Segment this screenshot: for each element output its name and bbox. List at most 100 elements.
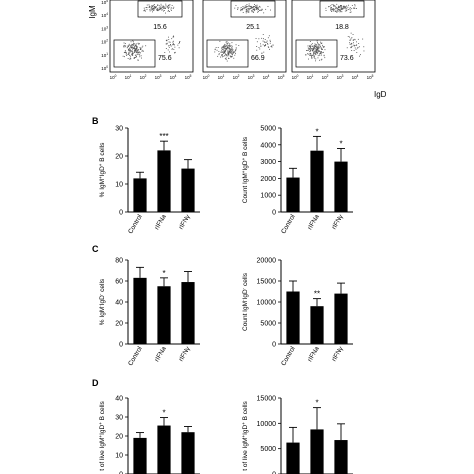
- flow-event-dot: [225, 54, 227, 56]
- flow-event-dot: [315, 48, 317, 50]
- y-axis-label-part: cells: [242, 272, 249, 288]
- flow-event-dot: [130, 41, 132, 43]
- flow-event-dot: [165, 40, 167, 41]
- flow-event-dot: [136, 56, 137, 57]
- flow-event-dot: [308, 58, 309, 60]
- y-tick-label: 5000: [260, 446, 276, 453]
- flow-event-dot: [340, 5, 342, 7]
- flow-event-dot: [250, 6, 251, 8]
- flow-event-dot: [344, 7, 346, 9]
- flow-event-dot: [135, 44, 136, 46]
- flow-event-dot: [150, 8, 152, 10]
- flow-event-dot: [148, 6, 150, 8]
- flow-event-dot: [128, 46, 129, 47]
- x-category-label: rIFNa: [307, 213, 321, 231]
- flow-event-dot: [129, 54, 130, 56]
- flow-x-tick-exponent: 2: [327, 74, 329, 78]
- flow-event-dot: [332, 9, 334, 10]
- flow-event-dot: [335, 10, 336, 12]
- flow-event-dot: [128, 43, 130, 45]
- flow-event-dot: [318, 53, 320, 55]
- flow-event-dot: [309, 52, 311, 54]
- flow-event-dot: [123, 46, 125, 48]
- flow-event-dot: [225, 55, 227, 57]
- y-axis-label-superscript: +: [98, 176, 103, 179]
- flow-x-tick-exponent: 3: [253, 74, 255, 78]
- flow-event-dot: [160, 5, 162, 7]
- flow-event-dot: [224, 58, 226, 59]
- flow-x-tick-exponent: 3: [160, 74, 162, 78]
- flow-event-dot: [343, 7, 345, 9]
- flow-event-dot: [352, 34, 354, 35]
- flow-event-dot: [312, 49, 314, 51]
- flow-event-dot: [129, 47, 131, 49]
- flow-event-dot: [228, 53, 230, 54]
- flow-event-dot: [333, 9, 335, 11]
- bar: [157, 286, 171, 344]
- y-axis-label-part: B cells: [99, 400, 106, 422]
- flow-event-dot: [354, 5, 356, 7]
- flow-event-dot: [172, 36, 174, 38]
- flow-y-tick-label: 103: [101, 25, 108, 31]
- flow-event-dot: [311, 46, 313, 48]
- flow-event-dot: [323, 55, 325, 57]
- y-axis-label-part: IgD: [99, 295, 106, 305]
- y-axis-label-part: B cells: [242, 136, 249, 158]
- flow-event-dot: [234, 54, 236, 56]
- flow-event-dot: [345, 6, 346, 8]
- flow-gate-upper: [319, 0, 365, 18]
- flow-event-dot: [340, 7, 342, 9]
- flow-event-dot: [161, 9, 163, 11]
- flow-event-dot: [363, 46, 365, 48]
- flow-event-dot: [132, 46, 134, 48]
- flow-event-dot: [133, 57, 135, 59]
- flow-x-tick-exponent: 4: [268, 74, 270, 78]
- flow-event-dot: [163, 6, 165, 8]
- flow-event-dot: [227, 50, 229, 52]
- flow-event-dot: [172, 48, 174, 50]
- flow-event-dot: [316, 47, 317, 49]
- flow-event-dot: [356, 41, 357, 43]
- flow-x-tick-exponent: 1: [223, 74, 225, 78]
- flow-event-dot: [231, 53, 233, 55]
- flow-event-dot: [156, 10, 158, 11]
- y-tick-label: 20: [115, 434, 123, 441]
- flow-x-tick-exponent: 1: [312, 74, 314, 78]
- flow-event-dot: [234, 50, 236, 51]
- flow-x-tick-exponent: 0: [297, 74, 299, 78]
- flow-event-dot: [166, 43, 168, 45]
- flow-event-dot: [225, 49, 227, 51]
- flow-event-dot: [333, 8, 335, 10]
- flow-event-dot: [225, 48, 227, 50]
- flow-event-dot: [255, 7, 257, 9]
- flow-event-dot: [143, 10, 145, 12]
- flow-event-dot: [259, 48, 261, 50]
- flow-event-dot: [317, 48, 319, 50]
- y-axis-label-part: B cells: [242, 400, 249, 422]
- flow-event-dot: [170, 45, 172, 47]
- flow-event-dot: [240, 7, 242, 8]
- flow-event-dot: [233, 51, 235, 53]
- flow-event-dot: [124, 56, 125, 58]
- flow-event-dot: [169, 6, 171, 8]
- flow-event-dot: [165, 48, 167, 49]
- flow-event-dot: [227, 54, 229, 56]
- flow-event-dot: [173, 49, 175, 50]
- flow-event-dot: [262, 34, 264, 35]
- flow-event-dot: [157, 4, 159, 6]
- flow-event-dot: [251, 10, 253, 12]
- flow-event-dot: [267, 43, 268, 44]
- flow-event-dot: [167, 49, 169, 51]
- flow-event-dot: [313, 46, 315, 48]
- flow-event-dot: [342, 5, 344, 7]
- flow-event-dot: [234, 7, 236, 9]
- flow-event-dot: [312, 45, 314, 47]
- flow-event-dot: [179, 42, 180, 43]
- flow-event-dot: [245, 8, 247, 10]
- flow-event-dot: [316, 47, 318, 49]
- flow-event-dot: [134, 47, 136, 49]
- flow-event-dot: [330, 5, 332, 7]
- flow-event-dot: [337, 7, 338, 9]
